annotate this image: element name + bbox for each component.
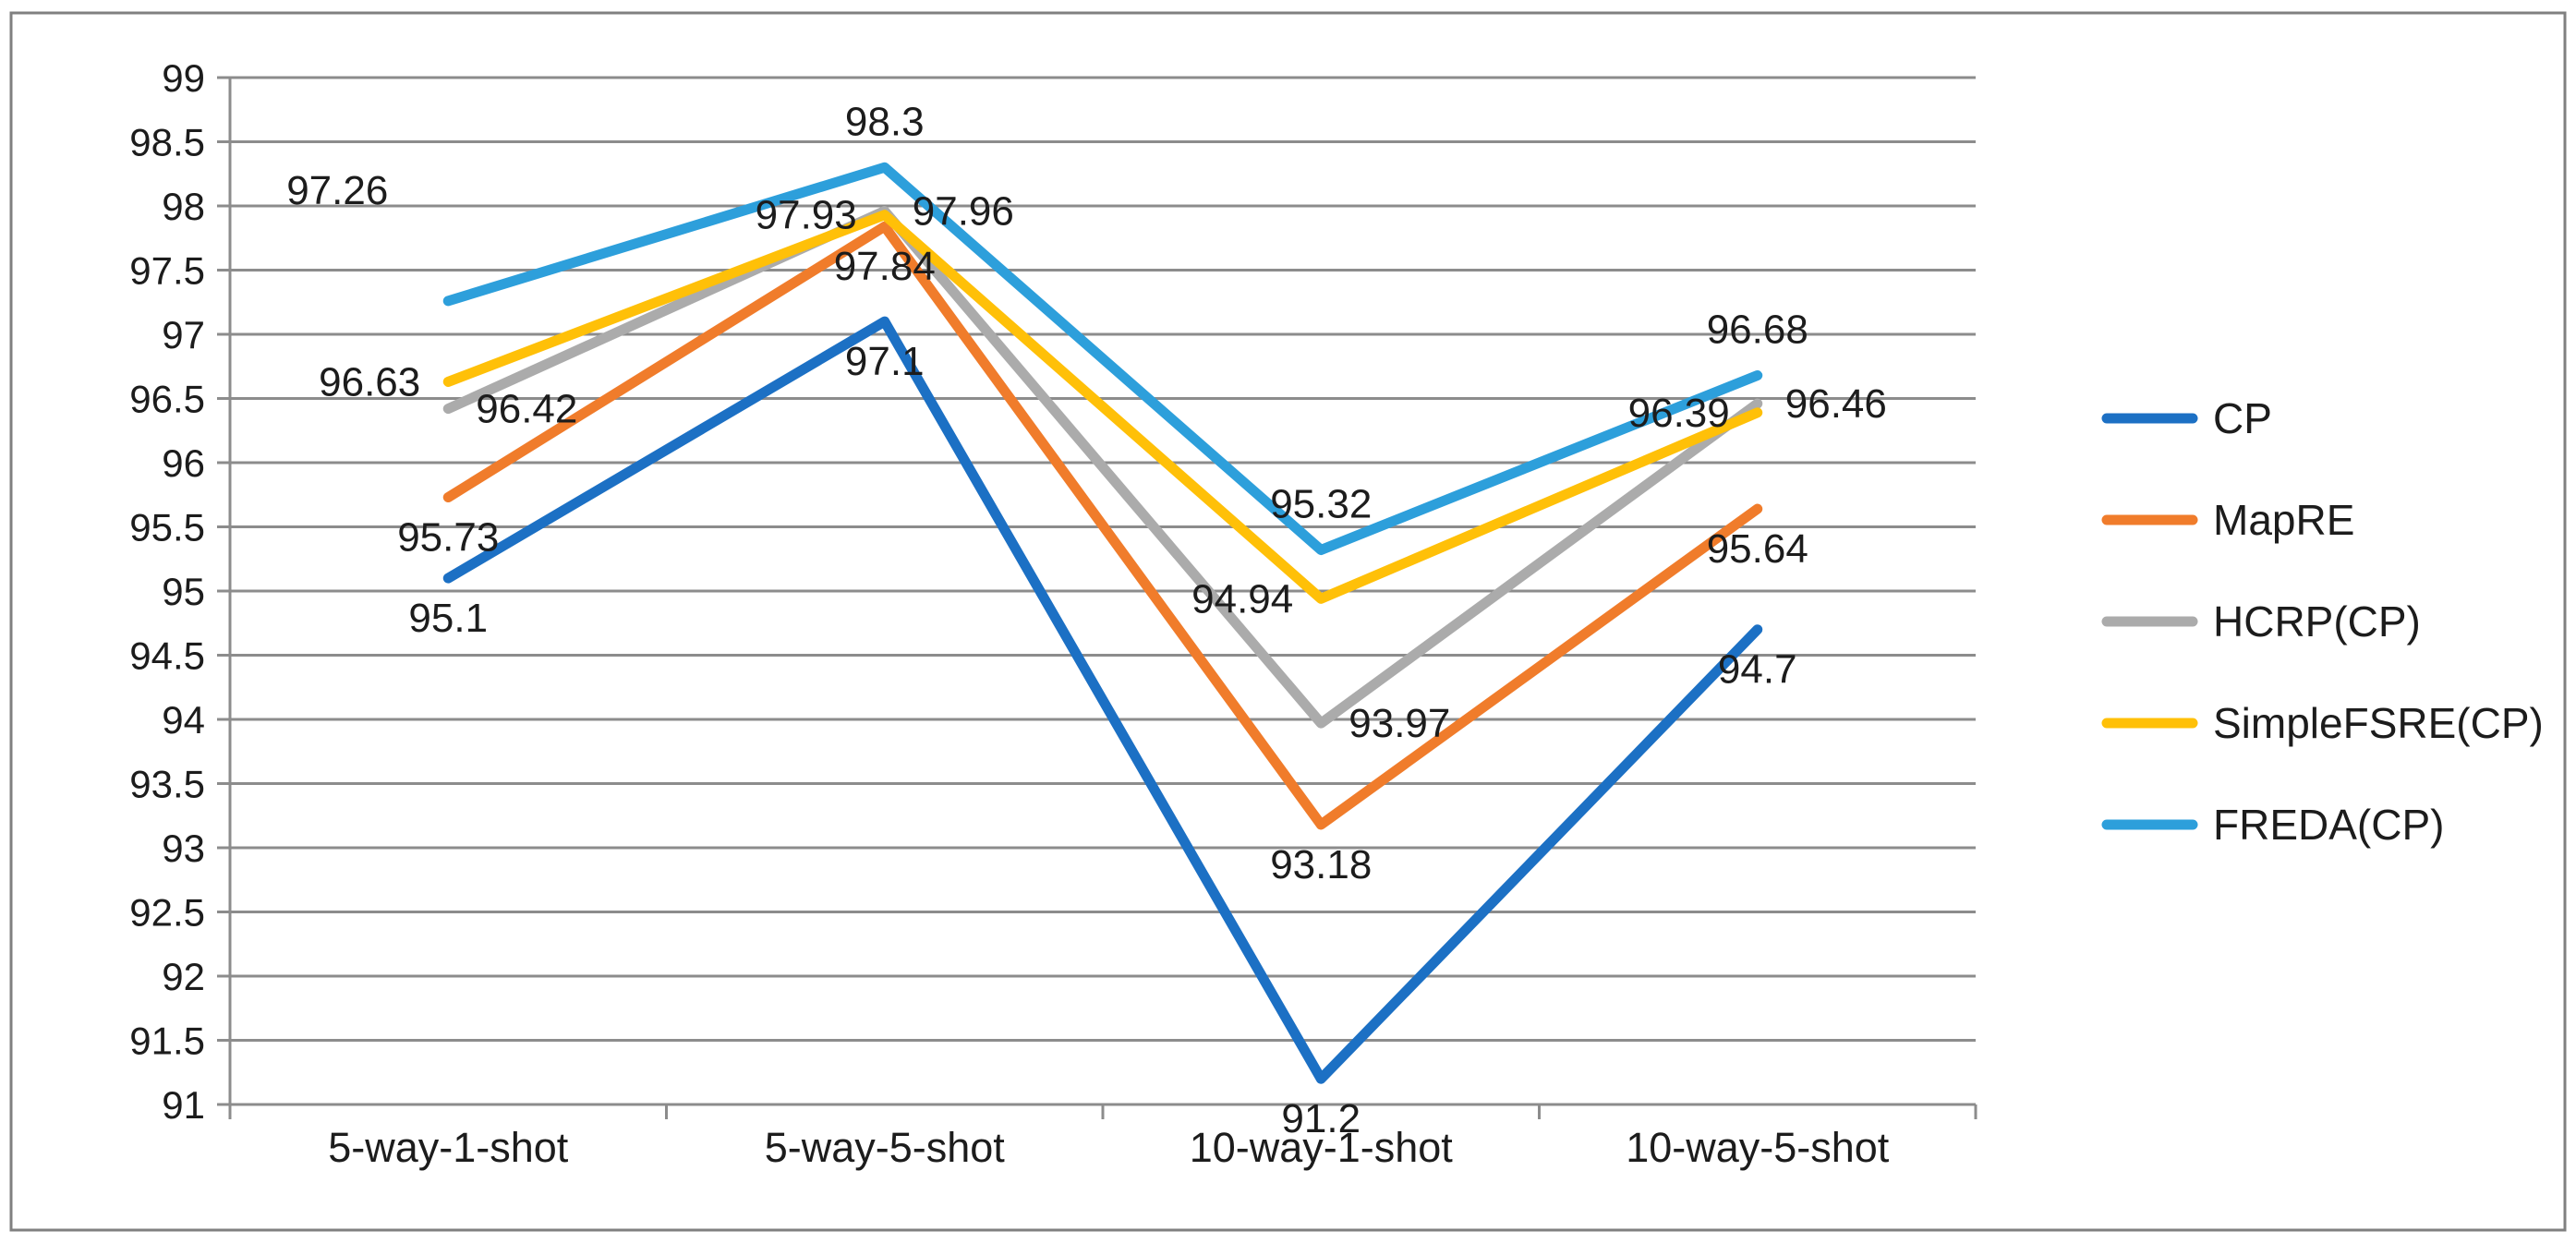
series-line-simplefsre-cp [442,210,1763,604]
data-label-cp: 97.1 [845,339,925,384]
legend-label-mapre: MapRE [2213,496,2354,544]
x-category-label: 10-way-1-shot [1190,1124,1454,1171]
y-tick-label: 92.5 [129,891,205,935]
y-tick-label: 94 [162,698,205,742]
y-tick-label: 95.5 [129,506,205,549]
data-label-mapre: 97.84 [834,244,936,289]
data-label-mapre: 95.64 [1707,526,1808,572]
legend-label-cp: CP [2213,394,2272,442]
y-tick-label: 97 [162,313,205,356]
y-tick-label: 93 [162,827,205,870]
legend-item-mapre: MapRE [2101,496,2354,544]
y-tick-label: 96 [162,441,205,485]
data-label-mapre: 95.73 [397,515,499,561]
data-label-hcrp-cp: 97.96 [913,189,1014,235]
y-tick-label: 92 [162,955,205,998]
data-label-hcrp-cp: 96.46 [1785,381,1887,427]
y-tick-label: 91.5 [129,1020,205,1063]
y-tick-label: 98 [162,185,205,228]
data-label-simplefsre-cp: 97.93 [756,193,857,238]
data-label-hcrp-cp: 93.97 [1348,701,1450,746]
legend-item-freda-cp: FREDA(CP) [2101,801,2444,849]
data-label-freda-cp: 96.68 [1707,307,1808,352]
data-label-freda-cp: 98.3 [845,99,925,144]
x-category-label: 5-way-1-shot [328,1124,569,1171]
x-category-label: 5-way-5-shot [765,1124,1006,1171]
data-label-cp: 95.1 [408,596,488,641]
y-tick-label: 96.5 [129,378,205,421]
y-tick-label: 98.5 [129,121,205,164]
series-line-freda-cp [442,162,1763,556]
data-label-simplefsre-cp: 94.94 [1191,576,1293,622]
series-line-mapre [442,221,1763,830]
data-label-cp: 94.7 [1718,647,1797,693]
series-line-hcrp-cp [442,206,1763,729]
data-label-freda-cp: 95.32 [1270,482,1372,527]
legend-label-hcrp-cp: HCRP(CP) [2213,597,2421,646]
legend-label-freda-cp: FREDA(CP) [2213,801,2444,849]
frame-border [9,11,2567,1232]
legend-item-simplefsre-cp: SimpleFSRE(CP) [2101,699,2544,747]
series-line-cp [442,316,1763,1084]
y-tick-label: 95 [162,570,205,613]
data-label-simplefsre-cp: 96.39 [1628,391,1730,436]
data-label-mapre: 93.18 [1270,842,1372,887]
y-tick-label: 94.5 [129,634,205,678]
y-tick-label: 99 [162,56,205,100]
data-label-cp: 91.2 [1281,1096,1361,1141]
data-label-hcrp-cp: 96.42 [476,387,577,432]
y-tick-label: 91 [162,1083,205,1127]
y-tick-label: 97.5 [129,249,205,293]
legend-label-simplefsre-cp: SimpleFSRE(CP) [2213,699,2544,747]
y-tick-label: 93.5 [129,763,205,806]
legend-item-hcrp-cp: HCRP(CP) [2101,597,2421,646]
data-label-freda-cp: 97.26 [286,168,388,213]
legend-item-cp: CP [2101,394,2272,442]
data-label-simplefsre-cp: 96.63 [319,359,420,404]
x-category-label: 10-way-5-shot [1626,1124,1890,1171]
